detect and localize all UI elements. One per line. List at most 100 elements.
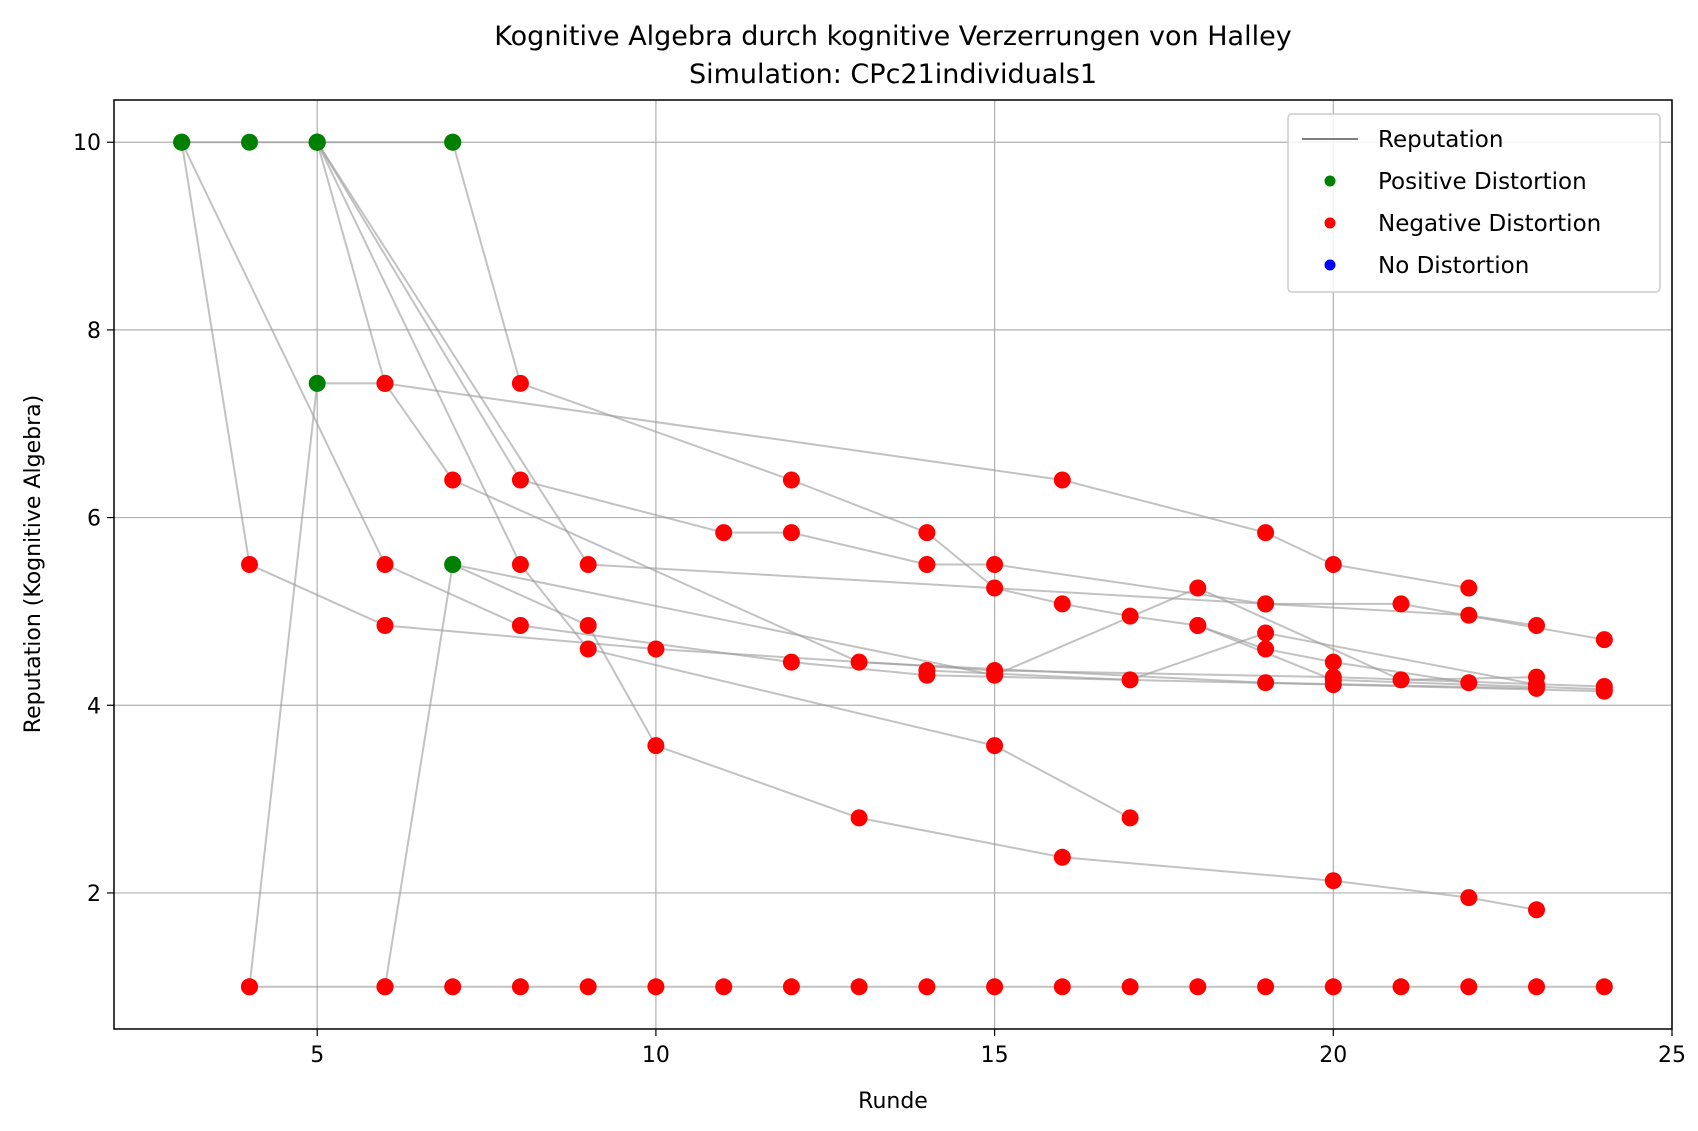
data-point-neg	[1257, 978, 1275, 996]
data-point-neg	[986, 737, 1004, 755]
data-point-neg	[511, 978, 529, 996]
data-point-neg	[1324, 653, 1342, 671]
data-point-neg	[511, 617, 529, 634]
data-point-neg	[1324, 671, 1342, 689]
data-point-neg	[1392, 671, 1410, 689]
data-point-neg	[1460, 674, 1478, 692]
data-point-neg	[782, 524, 800, 542]
legend-label-positive: Positive Distortion	[1378, 169, 1587, 195]
data-point-neg	[1324, 872, 1342, 890]
data-point-pos	[444, 133, 462, 151]
data-point-neg	[782, 978, 800, 996]
data-point-neg	[1595, 680, 1613, 698]
data-point-neg	[918, 556, 936, 573]
x-axis-ticks: 5 10 15 20 25	[310, 1029, 1686, 1068]
data-point-pos	[444, 556, 462, 573]
data-point-neg	[1528, 676, 1545, 694]
legend-negative-marker	[1324, 217, 1336, 229]
data-point-neg	[579, 978, 597, 996]
data-point-neg	[647, 978, 665, 996]
data-point-neg	[1392, 595, 1410, 613]
y-tick-label: 6	[87, 507, 101, 532]
data-point-neg	[1528, 901, 1545, 919]
reputation-line	[926, 631, 1537, 686]
chart-title: Kognitive Algebra durch kognitive Verzer…	[494, 21, 1291, 52]
data-point-neg	[850, 653, 868, 671]
legend-positive-marker	[1324, 175, 1336, 187]
data-point-neg	[511, 471, 529, 489]
reputation-line	[316, 141, 1537, 690]
y-axis-ticks: 2 4 6 8 10	[73, 131, 114, 907]
data-point-neg	[1324, 978, 1342, 996]
data-point-neg	[1053, 471, 1071, 489]
y-tick-label: 8	[87, 319, 101, 344]
data-point-neg	[1324, 556, 1342, 573]
data-point-neg	[1595, 631, 1613, 649]
chart-subtitle: Simulation: CPc21individuals1	[689, 59, 1097, 90]
x-tick-label: 5	[310, 1043, 324, 1068]
data-point-neg	[1392, 978, 1410, 996]
legend-box	[1287, 113, 1661, 293]
x-tick-label: 20	[1319, 1043, 1347, 1068]
legend: Reputation Positive Distortion Negative …	[1287, 113, 1661, 293]
data-point-neg	[579, 556, 597, 573]
data-point-neg	[715, 524, 733, 542]
data-point-neg	[1460, 978, 1478, 996]
data-point-neg	[1189, 617, 1207, 634]
legend-label-reputation: Reputation	[1378, 127, 1503, 153]
data-point-neg	[1053, 595, 1071, 613]
data-point-neg	[511, 374, 529, 392]
data-point-neg	[1257, 674, 1275, 692]
data-point-neg	[1053, 978, 1071, 996]
x-tick-label: 15	[981, 1043, 1009, 1068]
data-point-neg	[1528, 978, 1545, 996]
data-point-neg	[986, 666, 1004, 684]
data-point-neg	[1053, 848, 1071, 866]
legend-label-negative: Negative Distortion	[1378, 211, 1601, 237]
data-point-neg	[1121, 671, 1139, 689]
data-point-neg	[579, 617, 597, 634]
data-point-neg	[647, 640, 665, 658]
y-tick-label: 2	[87, 882, 101, 907]
data-point-neg	[1121, 978, 1139, 996]
data-point-neg	[918, 662, 936, 679]
data-point-neg	[850, 809, 868, 827]
data-point-neg	[1257, 595, 1275, 613]
data-point-neg	[1257, 524, 1275, 542]
plot-frame	[113, 99, 1673, 1030]
data-point-neg	[376, 374, 394, 392]
data-point-neg	[241, 556, 258, 573]
data-point-neg	[376, 978, 394, 996]
data-point-neg	[918, 978, 936, 996]
data-point-neg	[647, 737, 665, 755]
data-point-neg	[782, 653, 800, 671]
data-point-neg	[511, 556, 529, 573]
data-point-neg	[241, 978, 258, 996]
data-point-neg	[986, 579, 1004, 597]
data-point-neg	[1460, 579, 1478, 597]
legend-none-marker	[1324, 259, 1336, 271]
y-tick-label: 4	[87, 694, 101, 719]
data-point-neg	[986, 978, 1004, 996]
data-point-pos	[308, 374, 326, 392]
data-point-neg	[1121, 607, 1139, 625]
data-point-neg	[579, 640, 597, 658]
y-tick-label: 10	[73, 131, 101, 156]
data-points	[173, 133, 1613, 996]
data-point-pos	[173, 133, 191, 151]
data-point-neg	[1460, 889, 1478, 907]
data-point-neg	[1189, 579, 1207, 597]
data-point-neg	[986, 556, 1004, 573]
data-point-pos	[241, 133, 258, 151]
data-point-neg	[1257, 640, 1275, 658]
data-point-neg	[850, 978, 868, 996]
y-axis-label: Reputation (Kognitive Algebra)	[21, 395, 46, 733]
data-point-neg	[376, 556, 394, 573]
data-point-neg	[1528, 617, 1545, 634]
x-axis-label: Runde	[858, 1089, 928, 1114]
data-point-neg	[782, 471, 800, 489]
data-point-neg	[1257, 624, 1275, 642]
data-point-pos	[308, 133, 326, 151]
x-tick-label: 25	[1658, 1043, 1686, 1068]
